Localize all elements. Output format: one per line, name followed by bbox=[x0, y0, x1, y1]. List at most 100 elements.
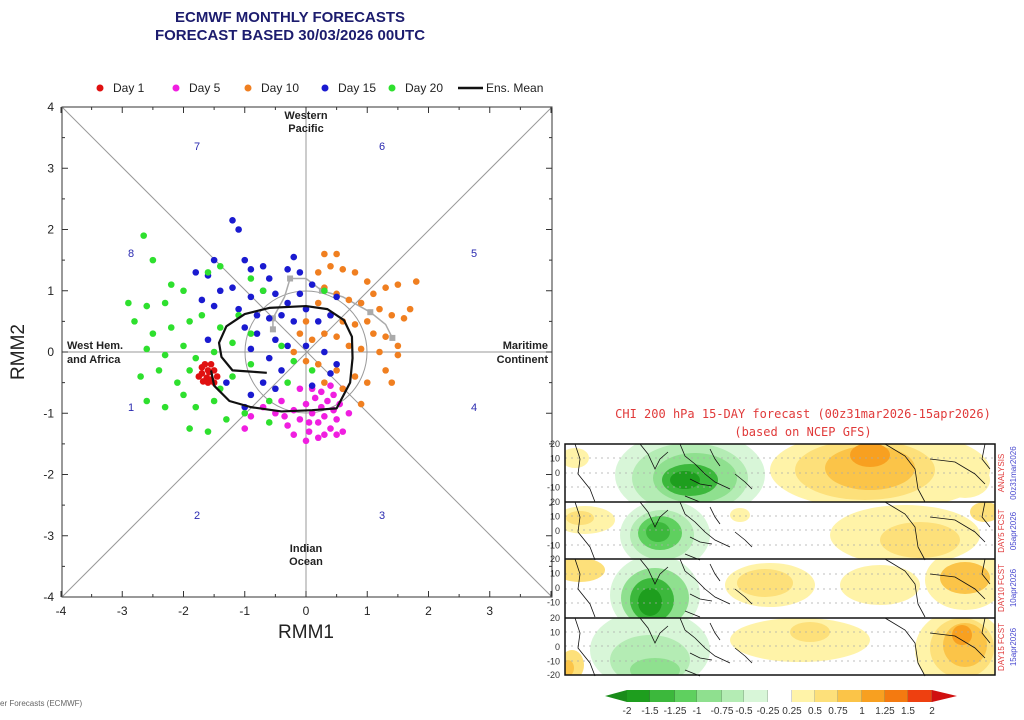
coastline bbox=[929, 458, 986, 485]
point-day-15 bbox=[296, 290, 304, 298]
point-day-15 bbox=[265, 354, 273, 362]
point-day-10 bbox=[388, 379, 396, 386]
y-tick-label: -1 bbox=[43, 406, 54, 420]
point-day-5 bbox=[247, 413, 255, 420]
point-day-5 bbox=[290, 431, 298, 438]
colorbar-label: -1.5 bbox=[641, 706, 659, 717]
point-day-10 bbox=[321, 250, 328, 258]
point-day-15 bbox=[302, 305, 310, 313]
point-day-10 bbox=[339, 385, 347, 393]
legend-label: Day 15 bbox=[338, 81, 376, 95]
point-day-20 bbox=[149, 330, 157, 337]
phase-label: 3 bbox=[379, 510, 385, 522]
point-day-15 bbox=[247, 391, 255, 399]
legend-label: Day 1 bbox=[113, 81, 145, 95]
point-day-10 bbox=[376, 348, 383, 356]
colorbar-segment bbox=[697, 690, 722, 702]
point-day-5 bbox=[314, 419, 322, 426]
coastline bbox=[734, 531, 753, 548]
coastline bbox=[709, 506, 721, 525]
point-day-5 bbox=[345, 409, 353, 417]
panel-label: DAY5 FCST bbox=[997, 509, 1006, 553]
point-day-10 bbox=[394, 351, 402, 359]
chart-title: ECMWF MONTHLY FORECASTS bbox=[175, 9, 405, 26]
lat-tick-label: 20 bbox=[550, 613, 560, 623]
point-day-10 bbox=[370, 290, 377, 298]
point-day-10 bbox=[382, 367, 389, 374]
point-day-10 bbox=[394, 281, 402, 288]
colorbar: -2 -1.5 -1.25 -1 -0.75 -0.5 -0.25 0.25 0.5 0.75 1 1… bbox=[605, 690, 957, 717]
point-day-20 bbox=[155, 367, 163, 374]
coastline bbox=[981, 443, 991, 470]
legend-marker bbox=[244, 84, 252, 92]
point-day-10 bbox=[412, 278, 420, 285]
point-day-5 bbox=[302, 400, 310, 408]
x-tick-label: 1 bbox=[364, 604, 371, 618]
coastline bbox=[709, 622, 721, 641]
lat-tick-label: 10 bbox=[550, 628, 560, 638]
colorbar-segment bbox=[862, 690, 885, 702]
coastline bbox=[684, 495, 701, 503]
region-label-bottom: Ocean bbox=[289, 556, 323, 568]
legend-marker bbox=[388, 84, 396, 92]
coastline bbox=[929, 573, 986, 600]
legend-marker bbox=[172, 84, 180, 92]
map-panel-day15 bbox=[565, 618, 995, 675]
point-day-1 bbox=[195, 373, 203, 380]
point-day-15 bbox=[235, 226, 242, 233]
point-day-20 bbox=[210, 397, 218, 405]
lat-tick-label: 0 bbox=[555, 526, 560, 536]
point-day-10 bbox=[376, 305, 383, 313]
point-day-15 bbox=[265, 315, 273, 322]
point-day-15 bbox=[327, 311, 334, 319]
map-title: CHI 200 hPa 15-DAY forecast (00z31mar202… bbox=[615, 407, 991, 421]
point-day-15 bbox=[327, 370, 334, 377]
colorbar-label: 1.5 bbox=[901, 706, 915, 717]
point-day-15 bbox=[272, 290, 279, 298]
point-day-20 bbox=[321, 287, 328, 295]
coastline bbox=[734, 473, 753, 490]
point-day-20 bbox=[192, 354, 200, 362]
colorbar-label: -2 bbox=[623, 706, 632, 717]
point-day-5 bbox=[330, 391, 337, 399]
point-day-5 bbox=[311, 394, 319, 402]
point-day-15 bbox=[296, 269, 304, 276]
point-day-20 bbox=[204, 269, 212, 276]
point-day-20 bbox=[216, 262, 224, 270]
point-day-15 bbox=[272, 385, 279, 393]
point-day-10 bbox=[314, 360, 322, 368]
coastline bbox=[574, 558, 596, 618]
point-day-20 bbox=[143, 397, 151, 405]
coastline bbox=[574, 443, 596, 503]
point-day-5 bbox=[321, 413, 328, 420]
point-day-20 bbox=[143, 345, 151, 353]
point-day-15 bbox=[223, 379, 230, 386]
point-day-10 bbox=[302, 357, 310, 365]
point-day-10 bbox=[370, 330, 377, 337]
point-day-20 bbox=[247, 360, 255, 368]
y-tick-label: 3 bbox=[47, 161, 54, 175]
y-tick-label: 0 bbox=[47, 345, 54, 359]
point-day-20 bbox=[143, 302, 151, 310]
coastline bbox=[884, 443, 926, 503]
legend: Day 1 Day 5 Day 10 Day 15 Day 20 Ens. Mean bbox=[96, 81, 543, 95]
point-day-5 bbox=[305, 419, 313, 426]
point-day-20 bbox=[180, 391, 187, 399]
point-day-5 bbox=[308, 409, 316, 417]
panel-label: DAY10 FCST bbox=[997, 564, 1006, 612]
analysis-marker bbox=[287, 275, 294, 282]
point-day-10 bbox=[357, 400, 365, 408]
phase-label: 2 bbox=[194, 510, 200, 522]
point-day-15 bbox=[247, 293, 255, 301]
point-day-10 bbox=[327, 262, 334, 270]
point-day-10 bbox=[351, 373, 359, 380]
point-day-15 bbox=[314, 318, 322, 325]
point-day-10 bbox=[308, 336, 316, 344]
point-day-20 bbox=[259, 287, 267, 295]
y-tick-label: -4 bbox=[43, 590, 54, 604]
lat-tick-label: -10 bbox=[547, 657, 560, 667]
panel-date: 05apr2026 bbox=[1009, 511, 1018, 550]
point-day-15 bbox=[192, 269, 200, 276]
point-day-15 bbox=[290, 318, 298, 325]
